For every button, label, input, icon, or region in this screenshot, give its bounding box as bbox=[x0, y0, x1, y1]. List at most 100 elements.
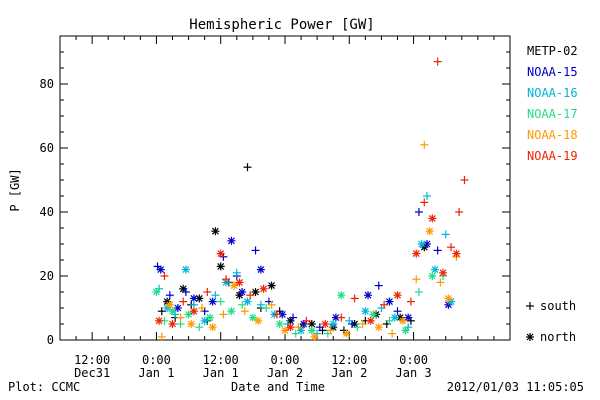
marker-stroke bbox=[153, 288, 160, 296]
south-plus-marker bbox=[436, 278, 445, 287]
south-plus-marker bbox=[526, 302, 534, 310]
marker-stroke bbox=[439, 269, 447, 277]
south-plus-marker bbox=[160, 272, 169, 280]
data-points bbox=[152, 57, 469, 341]
marker-stroke bbox=[308, 320, 316, 328]
marker-stroke bbox=[249, 314, 257, 322]
symbol-legend-south: south bbox=[540, 299, 576, 313]
north-star-marker bbox=[361, 307, 370, 316]
marker-stroke bbox=[337, 291, 345, 299]
south-plus-marker bbox=[272, 310, 281, 319]
marker-stroke bbox=[228, 237, 235, 245]
marker-stroke bbox=[238, 288, 246, 296]
north-star-marker bbox=[165, 300, 174, 309]
marker-stroke bbox=[217, 262, 225, 270]
marker-stroke bbox=[399, 317, 407, 325]
north-star-marker bbox=[173, 304, 182, 312]
marker-stroke bbox=[343, 330, 351, 338]
marker-stroke bbox=[428, 272, 436, 280]
south-plus-marker bbox=[422, 192, 431, 200]
north-star-marker bbox=[156, 265, 165, 274]
south-plus-marker bbox=[406, 297, 415, 306]
south-plus-marker bbox=[232, 268, 241, 277]
marker-stroke bbox=[268, 282, 276, 290]
south-plus-marker bbox=[251, 246, 260, 255]
north-star-marker bbox=[168, 320, 177, 328]
north-star-marker bbox=[401, 326, 410, 335]
marker-stroke bbox=[185, 310, 192, 318]
marker-stroke bbox=[182, 266, 190, 274]
marker-stroke bbox=[187, 320, 195, 328]
south-plus-marker bbox=[460, 176, 469, 184]
x-tick-label-time: 12:00 bbox=[74, 353, 110, 367]
south-plus-marker bbox=[385, 316, 394, 325]
south-plus-marker bbox=[243, 163, 252, 172]
south-plus-marker bbox=[262, 304, 271, 312]
marker-stroke bbox=[217, 250, 225, 258]
north-star-marker bbox=[259, 284, 268, 293]
south-plus-marker bbox=[441, 230, 450, 239]
south-plus-marker bbox=[455, 208, 464, 216]
south-plus-marker bbox=[165, 291, 174, 300]
north-star-marker bbox=[307, 320, 316, 328]
x-tick-label-date: Dec31 bbox=[74, 366, 110, 380]
marker-stroke bbox=[361, 307, 369, 315]
north-star-marker bbox=[369, 310, 378, 319]
marker-stroke bbox=[230, 282, 238, 290]
north-star-marker bbox=[189, 307, 198, 316]
marker-stroke bbox=[157, 266, 165, 274]
south-plus-marker bbox=[157, 332, 166, 341]
marker-stroke bbox=[190, 307, 198, 315]
marker-stroke bbox=[428, 214, 436, 222]
north-star-marker bbox=[286, 323, 295, 332]
north-star-marker bbox=[206, 313, 214, 322]
symbol-legend: south north bbox=[526, 299, 576, 344]
x-tick-label-date: Jan 2 bbox=[331, 366, 367, 380]
y-tick-label: 80 bbox=[40, 77, 54, 91]
north-star-marker bbox=[275, 320, 284, 328]
x-tick-label-time: 0:00 bbox=[142, 353, 171, 367]
north-star-marker bbox=[267, 281, 276, 290]
marker-stroke bbox=[423, 240, 431, 248]
series-noaa-19 bbox=[155, 57, 469, 332]
marker-stroke bbox=[386, 298, 393, 306]
south-plus-marker bbox=[393, 307, 402, 316]
marker-stroke bbox=[369, 310, 377, 318]
marker-stroke bbox=[174, 304, 182, 312]
north-star-marker bbox=[417, 240, 426, 248]
legend-item-noaa-18: NOAA-18 bbox=[527, 128, 578, 142]
marker-stroke bbox=[228, 307, 235, 315]
legend-item-metp-02: METP-02 bbox=[527, 44, 578, 58]
north-star-marker bbox=[428, 214, 437, 223]
x-tick-label-time: 12:00 bbox=[203, 353, 239, 367]
north-star-marker bbox=[238, 288, 247, 296]
marker-stroke bbox=[257, 266, 265, 274]
x-tick-label-time: 0:00 bbox=[399, 353, 428, 367]
north-star-marker bbox=[390, 313, 399, 322]
legend-item-noaa-15: NOAA-15 bbox=[527, 65, 578, 79]
north-star-marker bbox=[208, 323, 217, 332]
x-tick-label-date: Jan 1 bbox=[138, 366, 174, 380]
y-tick-label: 60 bbox=[40, 141, 54, 155]
marker-stroke bbox=[391, 314, 399, 322]
south-plus-marker bbox=[246, 291, 255, 300]
south-plus-marker bbox=[302, 316, 311, 325]
south-plus-marker bbox=[433, 57, 442, 66]
marker-stroke bbox=[286, 317, 294, 325]
marker-stroke bbox=[252, 288, 259, 296]
south-plus-marker bbox=[414, 288, 423, 296]
x-tick-label-time: 12:00 bbox=[331, 353, 367, 367]
north-star-marker bbox=[152, 288, 161, 296]
south-plus-marker bbox=[337, 313, 346, 322]
south-plus-marker bbox=[433, 246, 442, 255]
legend-item-noaa-19: NOAA-19 bbox=[527, 149, 578, 163]
north-star-marker bbox=[248, 313, 257, 322]
legend-item-noaa-17: NOAA-17 bbox=[527, 107, 578, 121]
x-tick-label-date: Jan 3 bbox=[396, 366, 432, 380]
north-star-marker bbox=[393, 291, 402, 300]
north-star-marker bbox=[444, 294, 453, 303]
south-plus-marker bbox=[414, 208, 423, 216]
marker-stroke bbox=[367, 317, 375, 325]
south-plus-marker bbox=[291, 329, 300, 338]
